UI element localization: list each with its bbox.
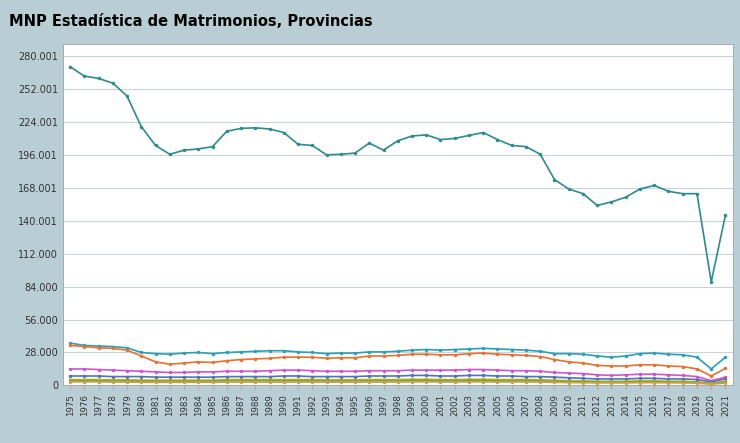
- Text: MNP Estadística de Matrimonios, Provincias: MNP Estadística de Matrimonios, Provinci…: [9, 15, 372, 29]
